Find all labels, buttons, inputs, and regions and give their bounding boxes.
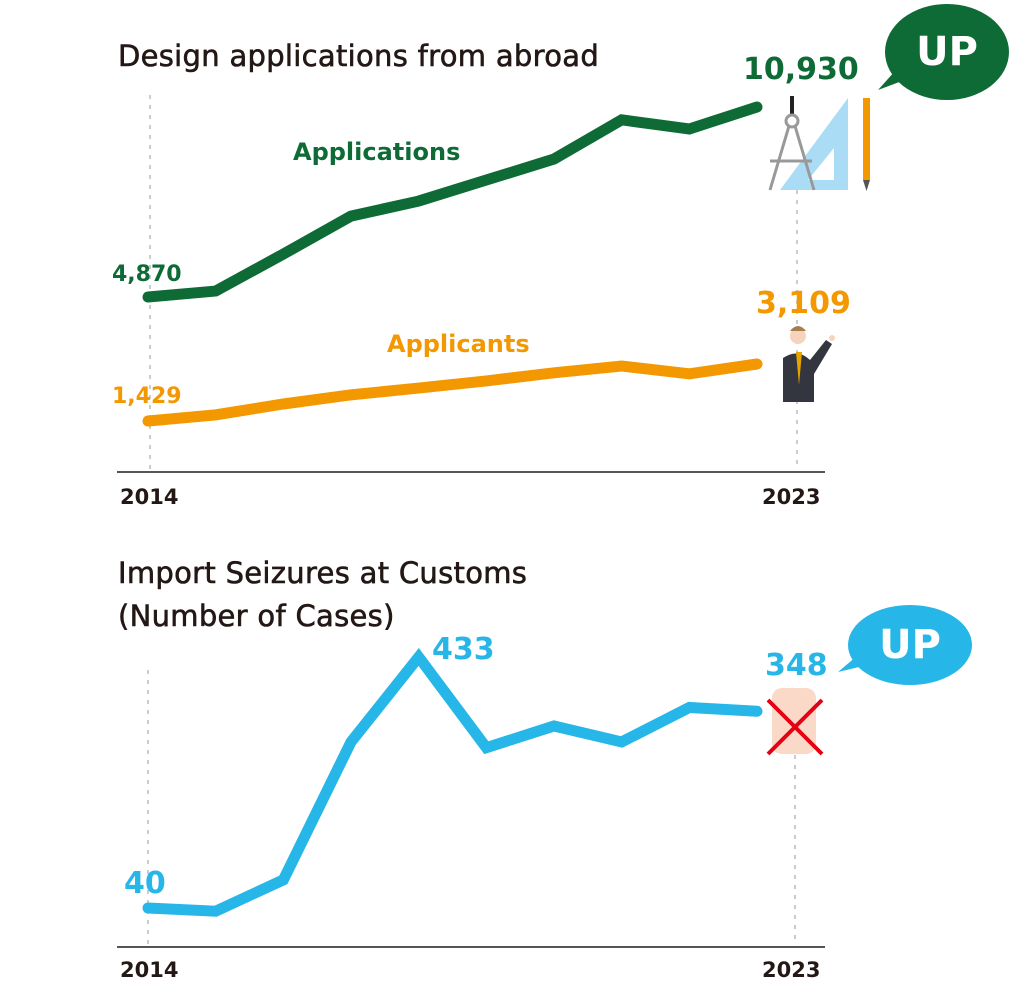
applications-line (142, 101, 763, 303)
drafting-tools-icon (768, 96, 870, 191)
data-label-end: 348 (765, 648, 828, 683)
chart-subtitle: (Number of Cases) (118, 599, 395, 634)
data-label-start: 4,870 (112, 262, 182, 287)
data-label-end: 3,109 (756, 286, 851, 321)
seizures-line (142, 647, 763, 917)
x-tick-label: 2014 (120, 485, 179, 509)
x-tick-label: 2023 (762, 958, 821, 982)
data-label-end: 10,930 (743, 52, 859, 87)
chart-title: Design applications from abroad (118, 39, 600, 74)
x-tick-label: 2023 (762, 485, 821, 509)
stop-hand-icon (766, 688, 824, 756)
applicants-line (142, 358, 763, 427)
up-badge: UP (885, 4, 1009, 100)
series-label-applicants: Applicants (387, 330, 530, 358)
data-label-peak: 433 (432, 632, 495, 667)
series-label-applications: Applications (293, 138, 461, 166)
up-badge-text: UP (916, 29, 978, 75)
businessman-icon (783, 326, 835, 402)
up-badge-text: UP (879, 622, 941, 668)
x-tick-label: 2014 (120, 958, 179, 982)
data-label-start: 40 (124, 866, 166, 901)
chart-title: Import Seizures at Customs (118, 556, 528, 591)
up-badge: UP (848, 605, 972, 685)
data-label-start: 1,429 (112, 384, 182, 409)
